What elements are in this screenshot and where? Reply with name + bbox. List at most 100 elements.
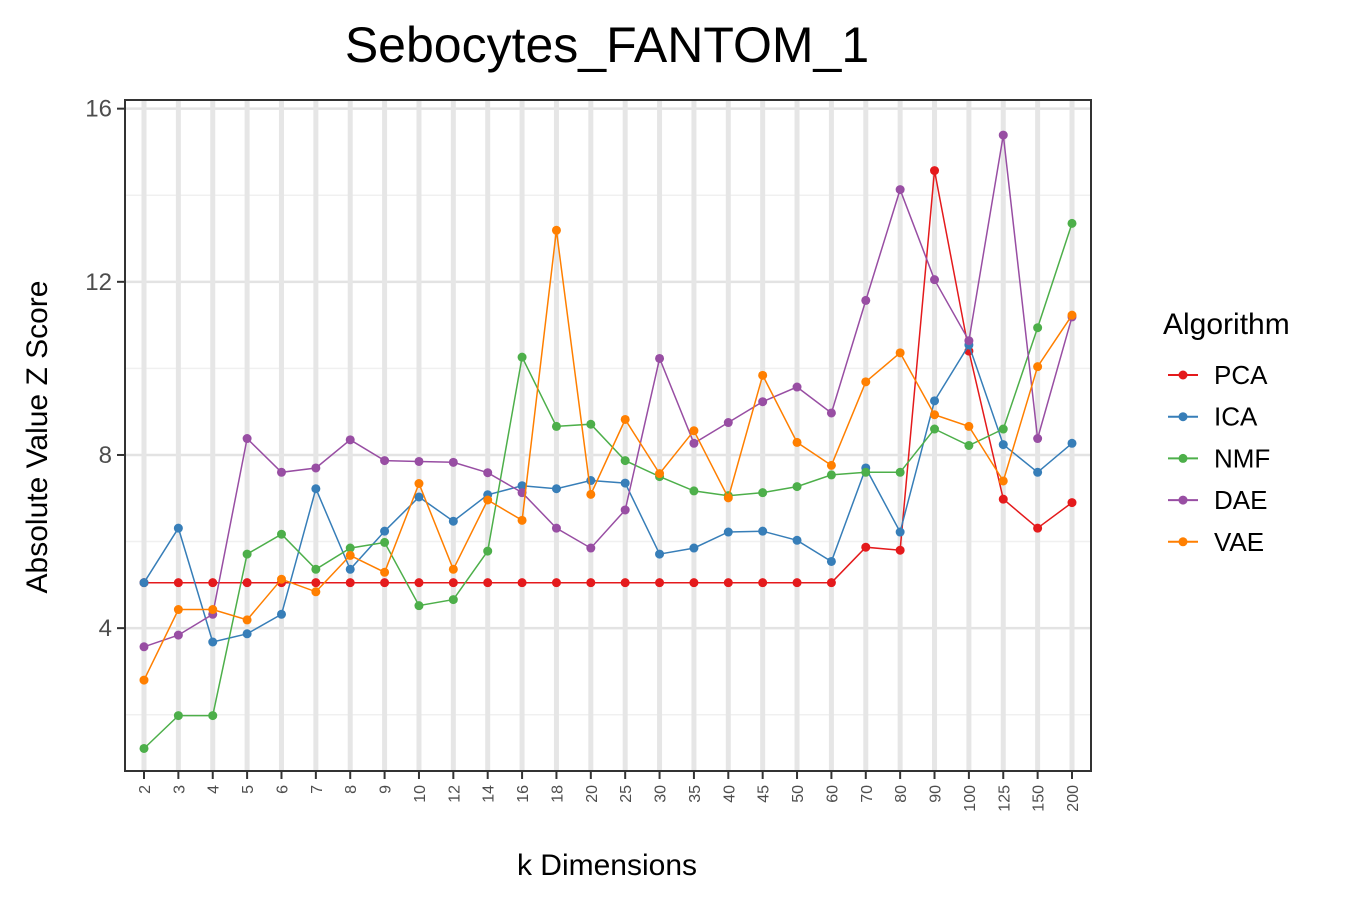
data-point-dae	[998, 130, 1008, 140]
x-tick-label: 3	[171, 785, 188, 794]
data-point-ica	[826, 556, 836, 566]
data-point-pca	[1033, 523, 1043, 533]
data-point-nmf	[758, 488, 768, 498]
data-point-ica	[895, 527, 905, 537]
data-point-vae	[620, 414, 630, 424]
data-point-ica	[414, 492, 424, 502]
x-tick-label: 6	[274, 785, 291, 794]
data-point-ica	[517, 481, 527, 491]
data-point-vae	[483, 495, 493, 505]
x-tick-label: 40	[721, 785, 738, 803]
data-point-dae	[723, 418, 733, 428]
data-point-ica	[208, 637, 218, 647]
data-point-pca	[586, 578, 596, 588]
y-tick-label: 8	[99, 442, 112, 469]
data-point-ica	[242, 629, 252, 639]
data-point-pca	[242, 578, 252, 588]
legend-item-pca: PCA	[1168, 360, 1268, 390]
data-point-ica	[689, 543, 699, 553]
data-point-nmf	[139, 743, 149, 753]
series-line-vae	[143, 230, 1073, 681]
data-point-dae	[964, 336, 974, 346]
data-point-pca	[758, 578, 768, 588]
data-point-pca	[311, 578, 321, 588]
legend-marker-dae	[1178, 495, 1188, 505]
x-tick-label: 45	[756, 785, 773, 803]
y-tick-label: 16	[85, 96, 112, 123]
data-point-vae	[414, 479, 424, 489]
data-point-ica	[998, 440, 1008, 450]
data-point-vae	[380, 567, 390, 577]
series-dae	[139, 130, 1077, 652]
x-tick-label: 60	[824, 785, 841, 803]
data-point-ica	[792, 535, 802, 545]
x-tick-label: 9	[378, 785, 395, 794]
data-point-vae	[723, 493, 733, 503]
data-point-vae	[345, 550, 355, 560]
data-point-nmf	[517, 352, 527, 362]
x-tick-label: 12	[446, 785, 463, 803]
data-point-ica	[620, 478, 630, 488]
data-point-nmf	[861, 467, 871, 477]
series-nmf	[139, 218, 1077, 753]
y-tick-label: 12	[85, 269, 112, 296]
data-point-vae	[861, 377, 871, 387]
data-point-pca	[895, 545, 905, 555]
data-point-pca	[998, 494, 1008, 504]
data-point-nmf	[345, 543, 355, 553]
series-line-nmf	[143, 223, 1073, 750]
data-point-dae	[861, 295, 871, 305]
data-point-nmf	[586, 419, 596, 429]
x-tick-label: 10	[412, 785, 429, 803]
data-point-pca	[483, 578, 493, 588]
data-point-ica	[551, 484, 561, 494]
data-point-vae	[998, 476, 1008, 486]
data-point-vae	[208, 605, 218, 615]
data-point-pca	[448, 578, 458, 588]
data-point-vae	[586, 489, 596, 499]
x-tick-label: 8	[343, 785, 360, 794]
data-point-nmf	[964, 440, 974, 450]
data-point-vae	[448, 564, 458, 574]
data-point-vae	[964, 421, 974, 431]
data-point-ica	[173, 523, 183, 533]
data-point-nmf	[930, 424, 940, 434]
data-point-nmf	[311, 564, 321, 574]
x-tick-label: 125	[996, 785, 1013, 812]
x-tick-label: 25	[618, 785, 635, 803]
data-point-dae	[586, 543, 596, 553]
data-point-nmf	[998, 424, 1008, 434]
legend-label-ica: ICA	[1214, 402, 1258, 432]
data-point-vae	[930, 410, 940, 420]
data-point-dae	[758, 397, 768, 407]
grid	[125, 100, 1091, 771]
data-point-pca	[861, 542, 871, 552]
x-tick-label: 14	[481, 785, 498, 803]
data-point-pca	[551, 578, 561, 588]
data-point-ica	[276, 609, 286, 619]
data-point-vae	[655, 469, 665, 479]
legend: Algorithm PCA ICA NMF DAE VAE	[1163, 308, 1290, 557]
x-tick-label: 35	[687, 785, 704, 803]
data-point-dae	[655, 353, 665, 363]
data-point-vae	[139, 675, 149, 685]
data-point-pca	[723, 578, 733, 588]
data-point-dae	[1033, 434, 1043, 444]
data-point-pca	[930, 166, 940, 176]
data-point-pca	[826, 578, 836, 588]
data-point-dae	[414, 456, 424, 466]
legend-item-ica: ICA	[1168, 402, 1258, 432]
data-point-ica	[723, 527, 733, 537]
x-tick-label: 5	[240, 785, 257, 794]
data-point-vae	[1067, 310, 1077, 320]
x-tick-label: 20	[584, 785, 601, 803]
data-point-pca	[620, 578, 630, 588]
data-point-nmf	[792, 482, 802, 492]
data-point-dae	[345, 435, 355, 445]
legend-marker-vae	[1178, 537, 1188, 547]
data-point-dae	[930, 275, 940, 285]
data-point-pca	[345, 578, 355, 588]
data-point-dae	[311, 463, 321, 473]
